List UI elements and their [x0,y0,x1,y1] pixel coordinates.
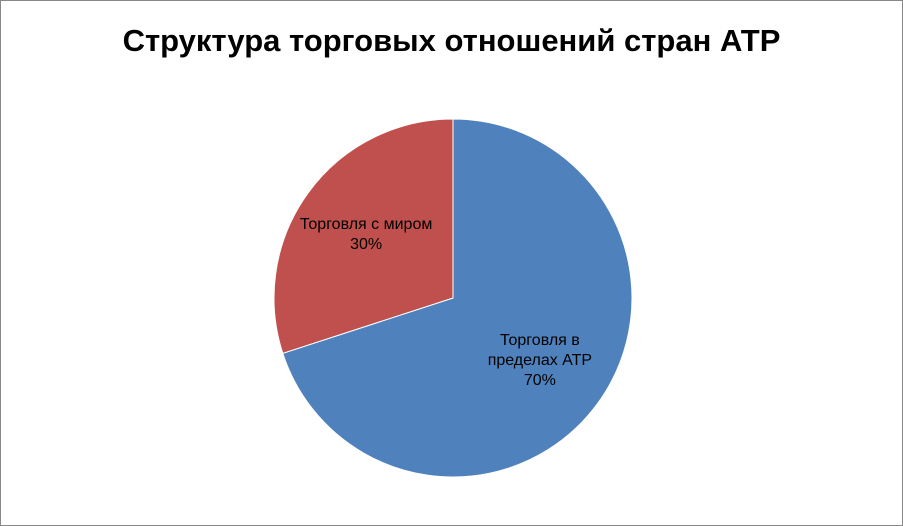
slice-category: Торговля с миром [299,215,433,233]
slice-label: Торговля с миром 30% [279,215,454,255]
slice-label: Торговля в пределах АТР 70% [480,331,600,391]
slice-value-label: 30% [350,235,383,253]
pie-slice [273,118,454,354]
slice-category: Торговля в пределах АТР [487,332,593,370]
chart-title: Структура торговых отношений стран АТР [122,23,781,58]
pie-slice [282,118,633,478]
slice-value-label: 70% [523,372,556,390]
